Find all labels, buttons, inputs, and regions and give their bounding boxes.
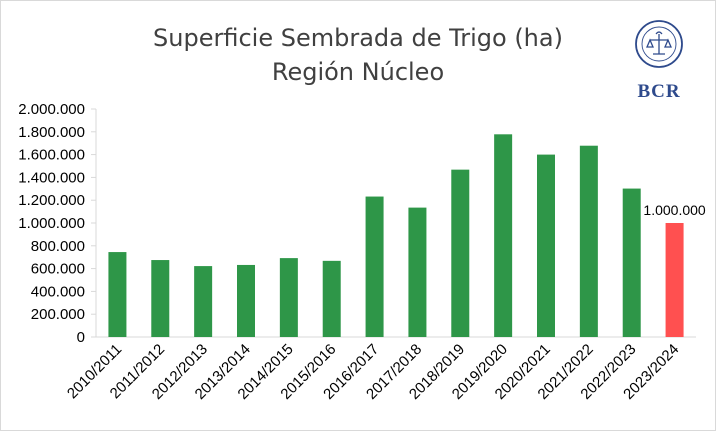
bar-13 [622,188,641,337]
chart-title-line-1: Superficie Sembrada de Trigo (ha) [153,24,563,52]
y-tick-label: 1.600.000 [18,147,85,164]
bar-5 [279,258,298,337]
y-tick-label: 1.400.000 [18,169,85,186]
bcr-seal-icon [635,20,683,68]
y-tick-label: 1.200.000 [18,192,85,209]
chart-title: Superficie Sembrada de Trigo (ha) Región… [153,24,563,86]
bar-9 [451,169,470,337]
y-tick-label: 400.000 [31,283,85,300]
bar-2 [151,260,170,337]
bar-1 [108,252,127,337]
bar-14 [665,223,684,337]
y-tick-label: 800.000 [31,238,85,255]
y-tick-label: 2.000.000 [18,101,85,118]
bar-10 [494,134,513,337]
bcr-logo: BCR [635,20,683,102]
data-label: 1.000.000 [643,202,705,218]
chart-title-line-2: Región Núcleo [272,58,444,86]
bar-4 [237,264,255,337]
y-tick-label: 1.800.000 [18,124,85,141]
y-tick-label: 600.000 [31,261,85,278]
bcr-logo-text: BCR [637,81,680,102]
y-tick-label: 200.000 [31,306,85,323]
bar-6 [322,260,341,337]
bar-3 [194,266,213,337]
y-tick-label: 0 [77,329,85,346]
bar-12 [579,145,598,337]
bar-8 [408,207,427,337]
bar-11 [537,154,555,337]
bar-7 [365,196,384,337]
y-tick-label: 1.000.000 [18,215,85,232]
plot-area: 0 200.000 400.000 600.000 800.000 1.000.000 1.… [18,101,706,403]
